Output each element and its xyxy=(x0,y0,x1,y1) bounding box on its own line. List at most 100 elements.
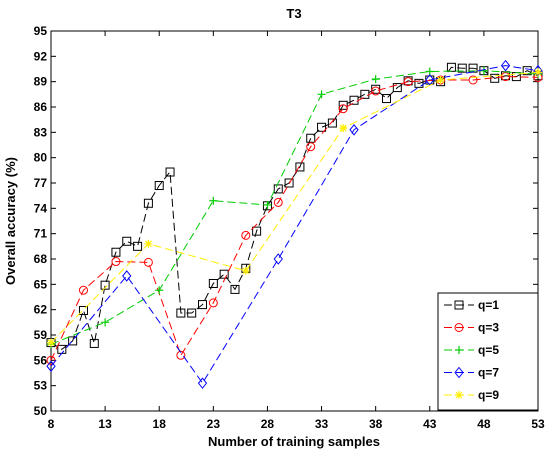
data-point-q9 xyxy=(144,239,153,248)
y-tick-label: 50 xyxy=(34,404,48,418)
y-tick-label: 80 xyxy=(34,151,48,165)
data-point-q1 xyxy=(295,162,305,172)
x-axis: 8 13 18 23 28 33 38 43 48 53 xyxy=(48,31,545,431)
legend-marker-q5 xyxy=(455,346,463,354)
data-point-q1 xyxy=(219,269,229,279)
y-tick-label: 71 xyxy=(34,227,48,241)
data-point-q1 xyxy=(89,338,99,348)
y-tick-label: 86 xyxy=(34,100,48,114)
data-point-q1 xyxy=(284,178,294,188)
series-line-q9 xyxy=(50,71,539,343)
x-axis-label: Number of training samples xyxy=(208,434,380,449)
data-point-q7 xyxy=(273,253,283,265)
y-tick-label: 74 xyxy=(34,201,48,215)
series-layer xyxy=(46,59,543,389)
data-point-q1 xyxy=(187,308,197,318)
data-point-q3 xyxy=(338,104,348,114)
data-point-q1 xyxy=(165,167,175,177)
data-point-q1 xyxy=(100,280,110,290)
data-point-q1 xyxy=(392,83,402,93)
x-tick-label: 38 xyxy=(369,417,383,431)
legend-marker-q3 xyxy=(454,323,464,332)
data-point-q1 xyxy=(198,300,208,310)
data-point-q3 xyxy=(501,72,511,82)
data-point-q3 xyxy=(46,355,56,365)
data-point-q3 xyxy=(111,257,121,267)
data-point-q9 xyxy=(339,124,348,133)
series-q9 xyxy=(47,68,542,347)
y-tick-label: 65 xyxy=(34,277,48,291)
data-point-q3 xyxy=(273,197,283,207)
legend-label-q9: q=9 xyxy=(478,388,499,402)
data-point-q7 xyxy=(46,360,56,373)
y-tick-label: 77 xyxy=(34,176,48,190)
data-point-q1 xyxy=(327,118,337,128)
data-point-q5 xyxy=(101,318,110,327)
legend-label-q5: q=5 xyxy=(478,343,499,357)
series-line-q5 xyxy=(50,70,539,345)
legend-marker-q9 xyxy=(455,391,463,399)
x-tick-label: 8 xyxy=(48,417,55,431)
data-point-q1 xyxy=(176,308,186,318)
x-tick-label: 28 xyxy=(261,417,275,431)
data-point-q3 xyxy=(403,77,413,87)
x-tick-label: 18 xyxy=(153,417,167,431)
series-line-q7 xyxy=(50,65,539,385)
data-point-q1 xyxy=(208,278,218,288)
legend-marker-q7 xyxy=(454,366,464,379)
legend-entry-q3: q=3 xyxy=(444,321,499,335)
data-point-q3 xyxy=(468,75,478,85)
data-point-q9 xyxy=(47,338,55,347)
data-point-q7 xyxy=(500,59,511,72)
y-axis-label: Overall accuracy (%) xyxy=(3,157,18,285)
data-point-q3 xyxy=(143,257,153,267)
data-point-q3 xyxy=(78,285,88,295)
legend-box xyxy=(437,292,539,411)
data-point-q5 xyxy=(209,196,218,205)
series-line-q1 xyxy=(50,66,539,351)
x-tick-label: 23 xyxy=(207,417,221,431)
data-point-q3 xyxy=(176,350,186,360)
data-point-q3 xyxy=(241,230,251,240)
data-point-q1 xyxy=(414,78,424,88)
x-tick-label: 33 xyxy=(315,417,329,431)
legend-label-q3: q=3 xyxy=(478,321,499,335)
data-point-q1 xyxy=(338,100,348,110)
legend-entry-q9: q=9 xyxy=(444,388,499,402)
data-point-q1 xyxy=(317,122,327,132)
data-point-q5 xyxy=(317,90,326,99)
y-tick-label: 83 xyxy=(34,125,48,139)
series-line-q3 xyxy=(50,76,539,361)
data-point-q9 xyxy=(436,75,445,84)
data-point-q5 xyxy=(371,75,380,84)
y-tick-label: 53 xyxy=(34,379,48,393)
data-point-q1 xyxy=(143,198,153,208)
x-tick-label: 48 xyxy=(477,417,491,431)
y-tick-label: 89 xyxy=(34,75,48,89)
data-point-q7 xyxy=(122,270,132,282)
y-tick-label: 95 xyxy=(34,24,48,38)
y-tick-label: 92 xyxy=(34,49,48,63)
legend-label-q1: q=1 xyxy=(478,298,499,312)
data-point-q1 xyxy=(252,226,262,236)
legend-marker-q1 xyxy=(454,300,464,310)
data-point-q1 xyxy=(457,63,467,73)
data-point-q3 xyxy=(208,298,218,308)
data-point-q7 xyxy=(197,377,208,389)
data-point-q3 xyxy=(306,142,316,152)
data-point-q1 xyxy=(133,241,143,251)
data-point-q3 xyxy=(371,86,381,96)
data-point-q1 xyxy=(122,236,132,246)
y-tick-label: 59 xyxy=(34,328,48,342)
y-axis: 50 53 56 59 62 65 68 71 74 77 80 83 86 89 92 95 xyxy=(34,24,538,418)
legend-entry-q5: q=5 xyxy=(444,343,499,357)
data-point-q1 xyxy=(68,336,78,346)
data-point-q1 xyxy=(154,181,164,191)
y-tick-label: 68 xyxy=(34,252,48,266)
data-point-q5 xyxy=(155,286,164,295)
legend-entry-q1: q=1 xyxy=(444,298,499,312)
legend: q=1 q=3 q=5 q=7 q=9 xyxy=(437,292,539,411)
x-tick-label: 13 xyxy=(98,417,112,431)
data-point-q9 xyxy=(241,266,250,275)
